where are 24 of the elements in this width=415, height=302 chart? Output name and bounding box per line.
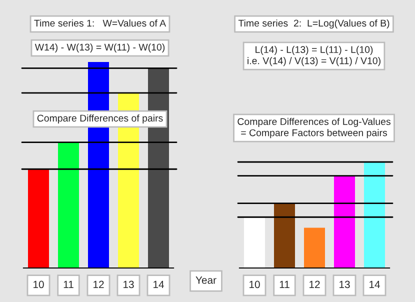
- x-tick-label: 13: [124, 280, 134, 288]
- bar: [334, 176, 355, 268]
- x-axis-title: Year: [196, 276, 216, 284]
- bar: [244, 217, 265, 268]
- bar: [304, 228, 325, 268]
- bar: [274, 203, 295, 268]
- x-tick-label: 11: [280, 280, 290, 288]
- x-tick-label: 10: [250, 280, 260, 288]
- x-tick-label: 11: [64, 280, 74, 288]
- annotation: Compare Differences of pairs: [37, 114, 163, 124]
- x-tick-label: 12: [310, 280, 320, 288]
- bar: [364, 162, 385, 268]
- x-tick-label: 13: [340, 280, 350, 288]
- x-tick-label: 14: [154, 280, 164, 288]
- x-tick-label: 10: [34, 280, 44, 288]
- x-tick-label: 12: [94, 280, 104, 288]
- chart-title: Time series 2: L=Log(Values of B): [238, 19, 390, 29]
- x-tick-label: 14: [370, 280, 380, 288]
- chart-subtitle: W14) - W(13) = W(11) - W(10): [34, 43, 165, 53]
- chart-subtitle: L(14) - L(13) = L(11) - L(10) i.e. V(14) / V(13) = V(11) / V10): [248, 46, 380, 66]
- bar: [58, 142, 79, 268]
- bar: [28, 169, 49, 268]
- text: Compare Differences of Log-Values = Compare Factors between pairs: [238, 118, 390, 138]
- chart-title: Time series 1: W=Values of A: [34, 19, 166, 27]
